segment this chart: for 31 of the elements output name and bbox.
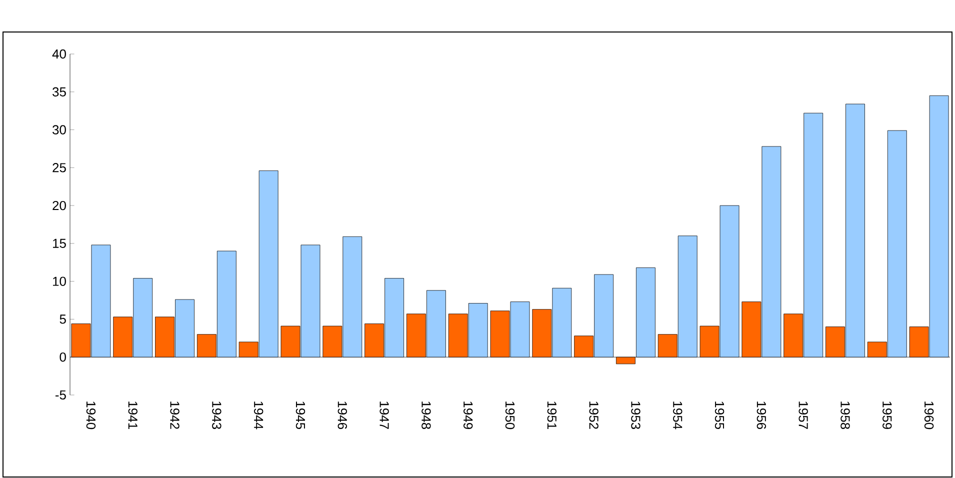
x-tick-label: 1949	[464, 402, 473, 429]
y-tick-label: 5	[60, 314, 66, 324]
x-tick-label: 1950	[505, 402, 515, 430]
x-tick-label: 1943	[212, 402, 222, 430]
x-tick-label: 1945	[296, 402, 306, 430]
x-tick-label: 1955	[714, 402, 724, 430]
x-tick-label: 1954	[673, 402, 682, 430]
x-tick-label: 1960	[924, 402, 934, 430]
x-tick-label: 1940	[86, 402, 96, 430]
y-tick-label: 20	[52, 200, 66, 210]
y-tick-label: 35	[52, 87, 66, 96]
x-tick-label: 1942	[170, 402, 180, 429]
x-tick-label: 1947	[380, 402, 389, 429]
y-tick-label: 10	[53, 276, 66, 286]
x-tick-label: 1953	[631, 402, 640, 430]
y-tick-label: 40	[52, 49, 66, 59]
x-tick-label: 1958	[840, 402, 850, 430]
x-tick-label: 1959	[882, 402, 892, 429]
y-tick-label: 15	[53, 238, 66, 248]
x-tick-label: 1946	[338, 402, 347, 430]
x-tick-label: 1948	[422, 402, 431, 430]
x-tick-label: 1951	[547, 402, 557, 429]
y-tick-label: 25	[52, 163, 66, 172]
y-tick-label: -5	[56, 390, 66, 400]
x-tick-label: 1952	[589, 402, 598, 429]
y-tick-label: 30	[52, 125, 66, 134]
x-tick-label: 1957	[798, 402, 808, 429]
x-tick-label: 1956	[756, 402, 766, 430]
x-tick-label: 1944	[254, 402, 264, 430]
y-tick-label: 0	[60, 352, 66, 362]
x-tick-label: 1941	[128, 402, 138, 429]
